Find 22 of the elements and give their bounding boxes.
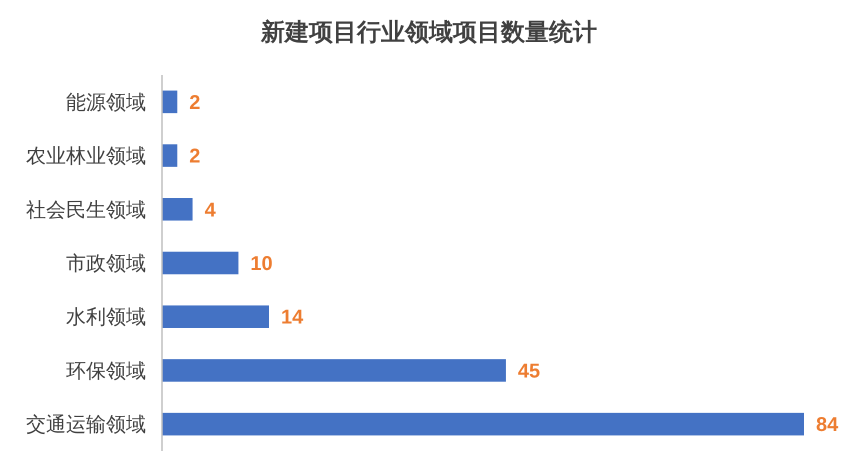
bar bbox=[162, 144, 178, 167]
y-tick-label: 能源领域 bbox=[66, 92, 146, 114]
data-label: 10 bbox=[250, 253, 273, 275]
bar bbox=[162, 90, 178, 114]
data-label: 14 bbox=[281, 306, 304, 329]
y-tick-label: 水利领域 bbox=[66, 306, 146, 329]
bar bbox=[162, 412, 804, 436]
y-tick-label: 环保领域 bbox=[66, 360, 146, 382]
chart-title: 新建项目行业领域项目数量统计 bbox=[260, 19, 597, 46]
y-tick-label: 交通运输领域 bbox=[26, 414, 146, 436]
data-label: 84 bbox=[816, 414, 840, 436]
data-label: 45 bbox=[518, 360, 540, 382]
bar bbox=[162, 359, 506, 382]
data-label: 2 bbox=[189, 146, 200, 168]
bar bbox=[162, 252, 238, 274]
y-tick-label: 农业林业领域 bbox=[26, 146, 146, 168]
data-label: 2 bbox=[189, 92, 200, 114]
bar bbox=[162, 198, 193, 221]
y-tick-label: 市政领域 bbox=[66, 253, 146, 275]
y-tick-label: 社会民生领域 bbox=[26, 199, 146, 222]
data-label: 4 bbox=[204, 199, 217, 222]
bar bbox=[162, 305, 269, 328]
